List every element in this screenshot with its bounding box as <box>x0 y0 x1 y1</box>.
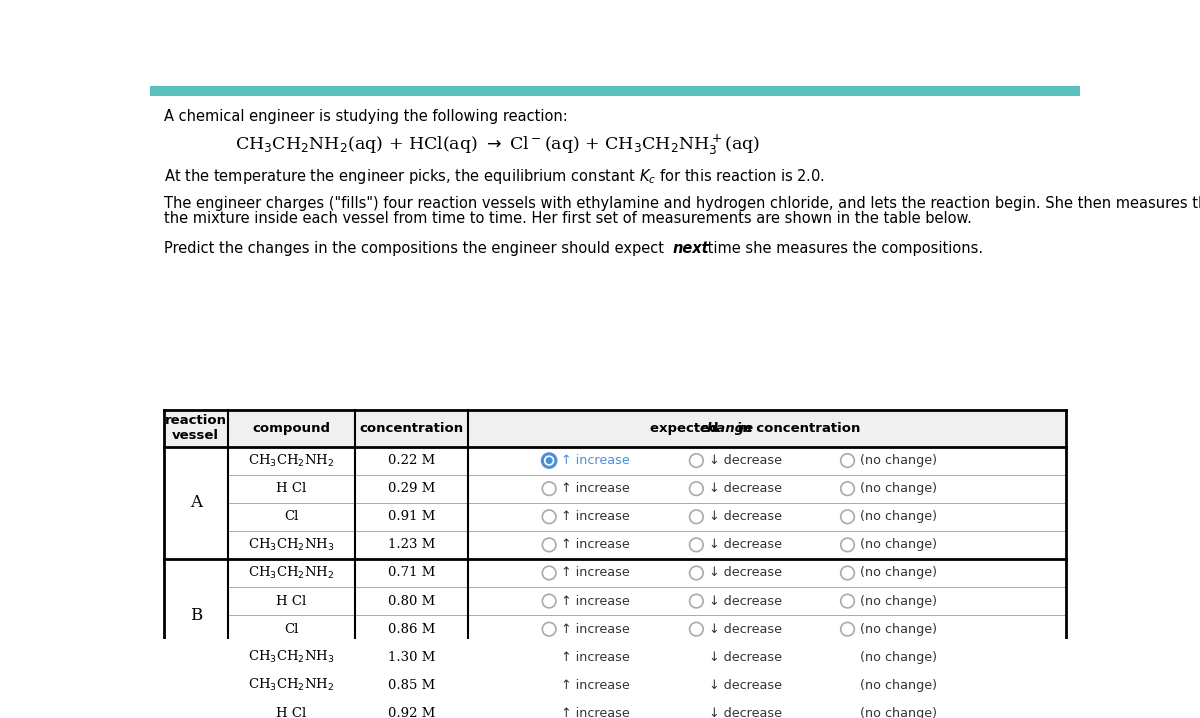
Text: (no change): (no change) <box>859 651 937 664</box>
Text: The engineer charges ("fills") four reaction vessels with ethylamine and hydroge: The engineer charges ("fills") four reac… <box>164 196 1200 211</box>
Text: H Cl: H Cl <box>276 707 306 718</box>
Text: A chemical engineer is studying the following reaction:: A chemical engineer is studying the foll… <box>164 109 568 124</box>
Circle shape <box>542 454 556 467</box>
FancyBboxPatch shape <box>150 86 1080 96</box>
Text: the mixture inside each vessel from time to time. Her first set of measurements : the mixture inside each vessel from time… <box>164 211 972 226</box>
Text: A: A <box>190 494 202 511</box>
Text: 0.86 M: 0.86 M <box>388 623 436 635</box>
Circle shape <box>546 457 553 464</box>
Text: next: next <box>673 241 709 256</box>
Text: (no change): (no change) <box>859 482 937 495</box>
Text: CH$_3$CH$_2$NH$_2$: CH$_3$CH$_2$NH$_2$ <box>248 565 335 581</box>
Text: ↑ increase: ↑ increase <box>562 482 630 495</box>
Text: (no change): (no change) <box>859 567 937 579</box>
Text: ↓ decrease: ↓ decrease <box>709 538 781 551</box>
FancyBboxPatch shape <box>164 409 1066 447</box>
Text: CH$_3$CH$_2$NH$_2$(aq) + HCl(aq) $\rightarrow$ Cl$^-$(aq) + CH$_3$CH$_2$NH$_3^+$: CH$_3$CH$_2$NH$_2$(aq) + HCl(aq) $\right… <box>235 132 761 157</box>
Text: ↑ increase: ↑ increase <box>562 679 630 692</box>
Text: (no change): (no change) <box>859 538 937 551</box>
Text: 0.29 M: 0.29 M <box>388 482 436 495</box>
Text: (no change): (no change) <box>859 707 937 718</box>
Text: CH$_3$CH$_2$NH$_3$: CH$_3$CH$_2$NH$_3$ <box>248 537 335 553</box>
Text: Predict the changes in the compositions the engineer should expect: Predict the changes in the compositions … <box>164 241 668 256</box>
Text: (no change): (no change) <box>859 679 937 692</box>
Text: 1.23 M: 1.23 M <box>388 538 436 551</box>
Text: ↑ increase: ↑ increase <box>562 454 630 467</box>
Text: 0.71 M: 0.71 M <box>388 567 436 579</box>
Text: ↓ decrease: ↓ decrease <box>709 707 781 718</box>
Text: reaction
vessel: reaction vessel <box>164 414 227 442</box>
Text: Cl: Cl <box>284 623 299 635</box>
Text: 1.30 M: 1.30 M <box>388 651 436 664</box>
Text: ↑ increase: ↑ increase <box>562 707 630 718</box>
Text: 0.91 M: 0.91 M <box>388 510 436 523</box>
FancyBboxPatch shape <box>164 409 1066 718</box>
Text: CH$_3$CH$_2$NH$_2$: CH$_3$CH$_2$NH$_2$ <box>248 452 335 469</box>
Text: concentration: concentration <box>360 421 463 434</box>
Text: ↑ increase: ↑ increase <box>562 510 630 523</box>
Text: (no change): (no change) <box>859 623 937 635</box>
Text: ↑ increase: ↑ increase <box>562 595 630 607</box>
Text: ↑ increase: ↑ increase <box>562 651 630 664</box>
Text: Cl: Cl <box>284 510 299 523</box>
Text: in concentration: in concentration <box>733 421 860 434</box>
Text: ↓ decrease: ↓ decrease <box>709 595 781 607</box>
Text: ↑ increase: ↑ increase <box>562 538 630 551</box>
Text: ↑ increase: ↑ increase <box>562 567 630 579</box>
Text: CH$_3$CH$_2$NH$_3$: CH$_3$CH$_2$NH$_3$ <box>248 649 335 666</box>
Text: (no change): (no change) <box>859 454 937 467</box>
Text: (no change): (no change) <box>859 595 937 607</box>
Text: ↓ decrease: ↓ decrease <box>709 651 781 664</box>
Text: 0.80 M: 0.80 M <box>388 595 436 607</box>
Text: ↓ decrease: ↓ decrease <box>709 623 781 635</box>
Text: H Cl: H Cl <box>276 482 306 495</box>
Text: expected: expected <box>649 421 722 434</box>
Text: 0.92 M: 0.92 M <box>388 707 436 718</box>
Text: ↓ decrease: ↓ decrease <box>709 482 781 495</box>
Text: B: B <box>190 607 202 624</box>
Text: At the temperature the engineer picks, the equilibrium constant $K_c$ for this r: At the temperature the engineer picks, t… <box>164 167 824 186</box>
Text: 0.85 M: 0.85 M <box>388 679 436 692</box>
Text: ↓ decrease: ↓ decrease <box>709 567 781 579</box>
Text: 0.22 M: 0.22 M <box>388 454 436 467</box>
Text: compound: compound <box>252 421 330 434</box>
Text: ↑ increase: ↑ increase <box>562 623 630 635</box>
Text: (no change): (no change) <box>859 510 937 523</box>
Text: ↓ decrease: ↓ decrease <box>709 679 781 692</box>
Text: ↓ decrease: ↓ decrease <box>709 454 781 467</box>
Text: time she measures the compositions.: time she measures the compositions. <box>703 241 983 256</box>
Text: H Cl: H Cl <box>276 595 306 607</box>
Text: CH$_3$CH$_2$NH$_2$: CH$_3$CH$_2$NH$_2$ <box>248 677 335 694</box>
Text: ↓ decrease: ↓ decrease <box>709 510 781 523</box>
Text: change: change <box>700 421 754 434</box>
